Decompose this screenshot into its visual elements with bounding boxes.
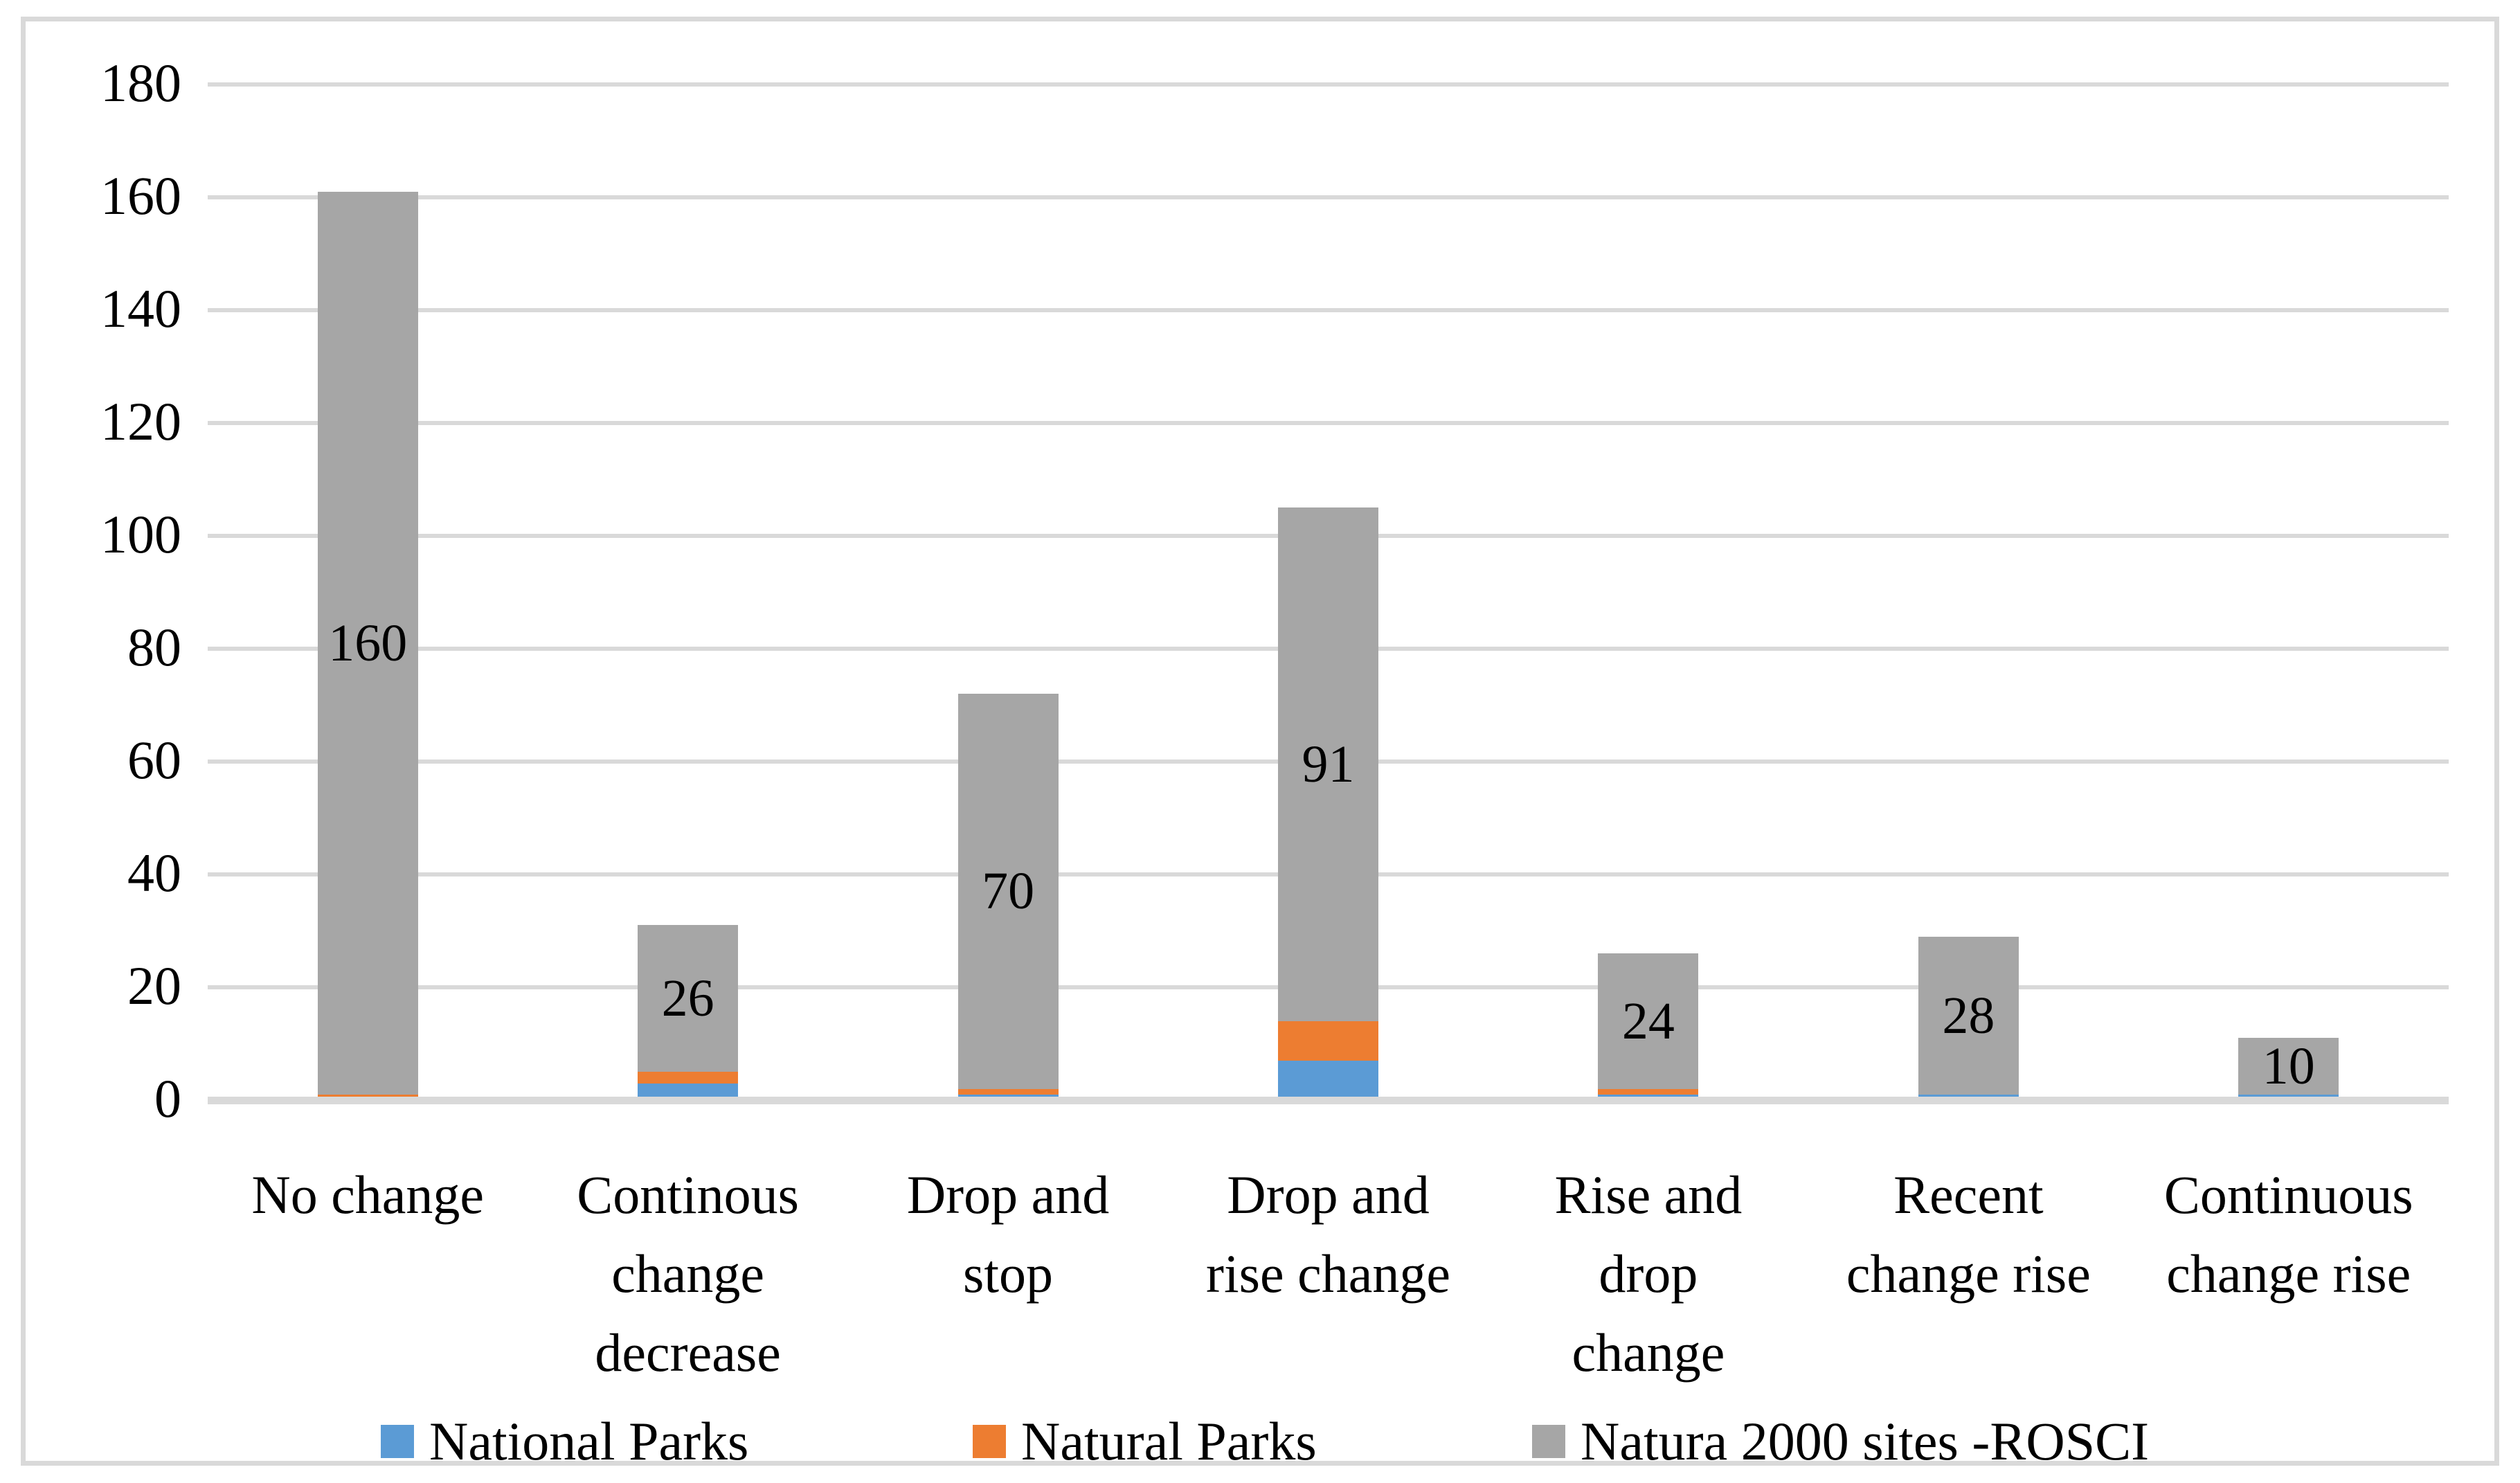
bar-data-label-continuous-change-rise: 10 (2262, 1037, 2315, 1096)
legend-item-natura-2000-sites-rosci: Natura 2000 sites -ROSCI (1532, 1412, 2149, 1471)
legend-swatch-natura-2000-sites-rosci (1532, 1425, 1565, 1458)
legend-item-natural-parks: Natural Parks (973, 1412, 1317, 1471)
y-tick-label-40: 40 (127, 843, 181, 903)
gridline-160 (208, 195, 2449, 199)
category-label-continuous-change-rise: Continuous change rise (2163, 1165, 2413, 1304)
chart-frame: 0 20 40 60 80 100 120 140 160 180 160 26 70 91 24 28 10… (21, 17, 2499, 1471)
bar-segment-natura-2000-sites-rosci-continous-change-decrease (638, 925, 739, 1072)
y-tick-label-0: 0 (154, 1068, 181, 1129)
bar-segment-natural-parks-drop-and-stop (957, 1088, 1059, 1095)
bar-segment-national-parks-drop-and-rise-change (1278, 1060, 1378, 1100)
bar-segment-natura-2000-sites-rosci-no-change (317, 191, 418, 1095)
y-tick-label-180: 180 (100, 53, 181, 113)
legend-swatch-natural-parks (973, 1425, 1006, 1458)
bar-data-label-drop-and-stop: 70 (982, 862, 1035, 921)
y-tick-label-60: 60 (127, 730, 181, 790)
legend-label-natural-parks: Natural Parks (1021, 1411, 1317, 1471)
bar-stack-no-change (317, 191, 418, 1100)
gridline-180 (208, 82, 2449, 87)
category-label-continous-change-decrease: Continous change decrease (577, 1165, 799, 1383)
y-tick-label-80: 80 (127, 617, 181, 677)
category-label-recent-change-rise: Recent change rise (1846, 1165, 2091, 1304)
legend-label-national-parks: National Parks (429, 1411, 749, 1471)
y-tick-label-100: 100 (100, 504, 181, 564)
bar-data-label-no-change: 160 (328, 613, 408, 672)
bar-data-label-recent-change-rise: 28 (1942, 986, 1995, 1045)
bar-segment-natural-parks-rise-and-drop-change (1598, 1088, 1699, 1095)
category-label-drop-and-rise-change: Drop and rise change (1206, 1165, 1450, 1304)
bar-data-label-drop-and-rise-change: 91 (1302, 735, 1355, 794)
y-tick-label-140: 140 (100, 278, 181, 339)
bar-stack-continous-change-decrease (638, 925, 739, 1100)
legend-item-national-parks: National Parks (381, 1412, 748, 1471)
bar-data-label-continous-change-decrease: 26 (661, 969, 714, 1028)
x-axis-line (208, 1097, 2449, 1104)
y-tick-label-20: 20 (127, 955, 181, 1016)
category-label-rise-and-drop-change: Rise and drop change (1554, 1165, 1743, 1383)
bar-segment-natural-parks-drop-and-rise-change (1278, 1021, 1378, 1061)
y-tick-label-120: 120 (100, 391, 181, 451)
gridline-120 (208, 421, 2449, 425)
bar-segment-natura-2000-sites-rosci-continuous-change-rise (2238, 1038, 2339, 1095)
bar-data-label-rise-and-drop-change: 24 (1621, 991, 1675, 1050)
bar-stack-drop-and-stop (957, 694, 1059, 1100)
bar-segment-natura-2000-sites-rosci-drop-and-rise-change (1278, 507, 1378, 1021)
category-label-no-change: No change (251, 1165, 485, 1225)
legend-swatch-national-parks (381, 1425, 414, 1458)
bar-segment-natural-parks-continous-change-decrease (638, 1072, 739, 1084)
bar-segment-natura-2000-sites-rosci-recent-change-rise (1918, 936, 2019, 1095)
category-label-drop-and-stop: Drop and stop (906, 1165, 1110, 1304)
legend: National Parks Natural Parks Natura 2000 s… (26, 1412, 2494, 1471)
bar-segment-natura-2000-sites-rosci-drop-and-stop (957, 694, 1059, 1089)
gridline-140 (208, 308, 2449, 312)
legend-label-natura-2000-sites-rosci: Natura 2000 sites -ROSCI (1581, 1411, 2150, 1471)
bar-stack-drop-and-rise-change (1278, 507, 1378, 1100)
bar-segment-natura-2000-sites-rosci-rise-and-drop-change (1598, 953, 1699, 1089)
y-tick-label-160: 160 (100, 165, 181, 226)
